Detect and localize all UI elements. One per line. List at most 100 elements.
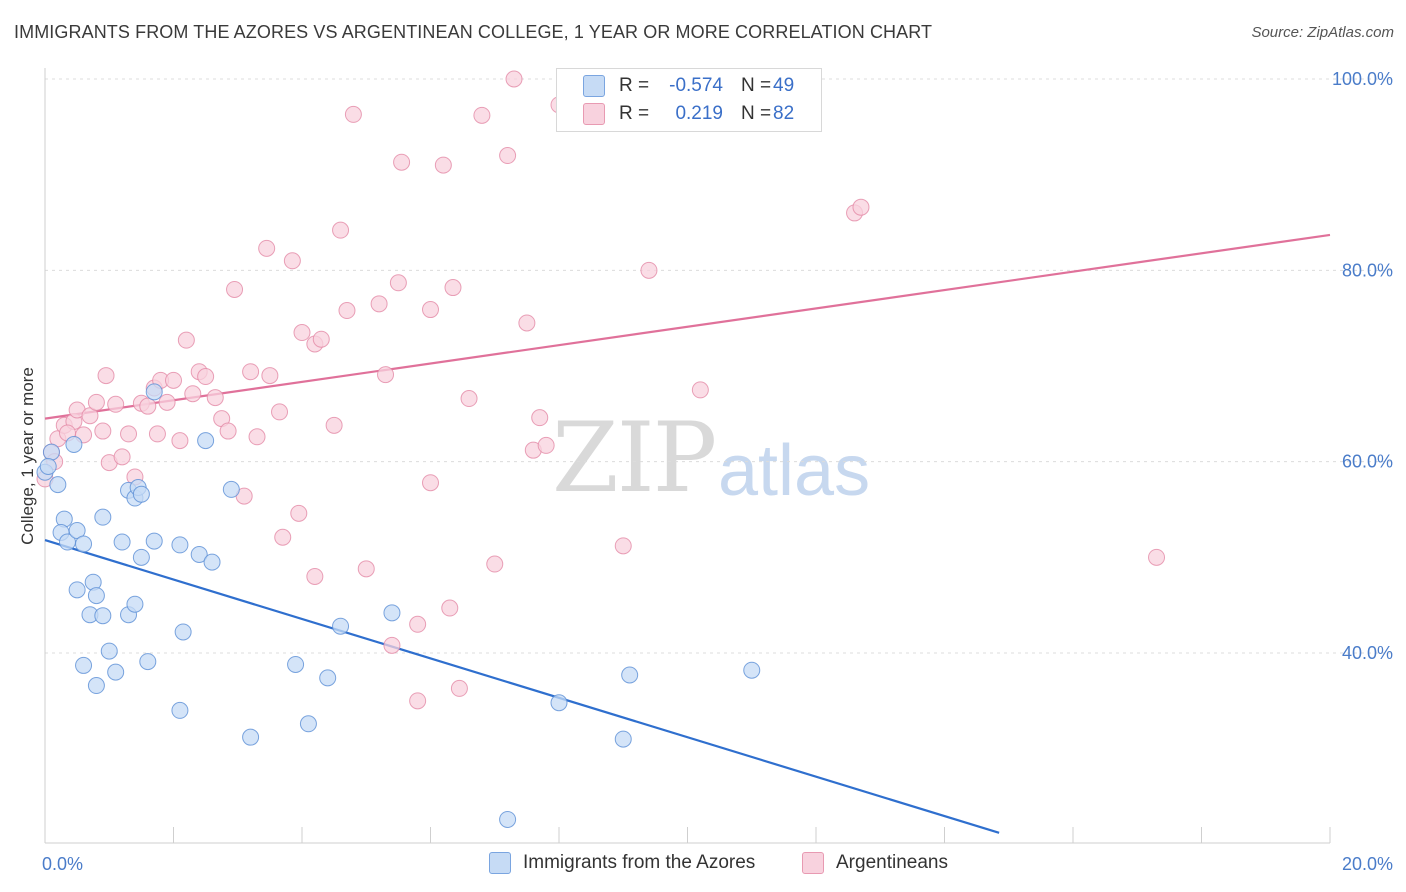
legend-swatch-azores [489, 852, 511, 874]
point-argentineans [206, 389, 224, 407]
point-argentineans [389, 274, 407, 292]
point-azores [621, 666, 639, 684]
legend-n-value: 49 [773, 75, 795, 96]
point-argentineans [94, 422, 112, 440]
point-azores [49, 476, 67, 494]
point-argentineans [338, 302, 356, 320]
point-argentineans [158, 393, 176, 411]
legend-r-label: R = [619, 75, 650, 96]
point-argentineans [325, 416, 343, 434]
point-argentineans [332, 221, 350, 239]
y-tick-label: 100.0% [1332, 69, 1393, 89]
point-argentineans [248, 428, 266, 446]
point-argentineans [691, 381, 709, 399]
point-azores [94, 607, 112, 625]
point-azores [299, 715, 317, 733]
point-argentineans [261, 367, 279, 385]
point-azores [65, 435, 83, 453]
point-argentineans [409, 692, 427, 710]
point-argentineans [499, 147, 517, 165]
point-argentineans [1148, 548, 1166, 566]
point-argentineans [293, 324, 311, 342]
source-label: Source: ZipAtlas.com [1251, 24, 1394, 41]
point-azores [68, 581, 86, 599]
point-azores [145, 383, 163, 401]
point-argentineans [518, 314, 536, 332]
data-points [36, 70, 1166, 828]
point-azores [39, 457, 57, 475]
point-azores [87, 587, 105, 605]
point-argentineans [450, 679, 468, 697]
point-argentineans [383, 636, 401, 654]
point-argentineans [139, 397, 157, 415]
point-azores [197, 432, 215, 450]
trend-lines [44, 233, 1331, 834]
point-argentineans [614, 537, 632, 555]
point-argentineans [274, 528, 292, 546]
point-argentineans [165, 371, 182, 389]
point-argentineans [409, 615, 427, 633]
point-argentineans [344, 105, 362, 123]
y-tick-label: 40.0% [1342, 643, 1393, 663]
point-argentineans [422, 301, 439, 319]
point-azores [75, 535, 93, 553]
axes [44, 68, 1331, 844]
point-azores [203, 553, 221, 571]
point-azores [94, 508, 112, 526]
legend-n-value: 82 [773, 103, 795, 124]
point-azores [743, 661, 761, 679]
point-azores [42, 443, 60, 461]
legend-n-label: N = [741, 75, 772, 96]
point-argentineans [197, 368, 215, 386]
point-argentineans [852, 198, 870, 216]
point-argentineans [171, 432, 189, 450]
x-tick-label: 20.0% [1342, 854, 1393, 874]
legend-item-azores[interactable]: Immigrants from the Azores [489, 852, 755, 874]
legend-label-argentineans: Argentineans [836, 852, 948, 873]
point-argentineans [113, 448, 131, 466]
chart-title: IMMIGRANTS FROM THE AZORES VS ARGENTINEA… [14, 22, 933, 42]
legend-swatch-azores [583, 75, 605, 97]
point-azores [132, 485, 150, 503]
point-argentineans [393, 153, 411, 171]
point-azores [107, 663, 125, 681]
point-argentineans [107, 395, 125, 413]
point-argentineans [312, 330, 330, 348]
legend-swatch-argentineans [802, 852, 824, 874]
point-argentineans [226, 280, 244, 298]
point-argentineans [505, 70, 523, 88]
point-azores [332, 617, 350, 635]
point-azores [145, 532, 163, 550]
trend-line-azores [44, 539, 1000, 834]
series-legend: Immigrants from the Azores Argentineans [0, 852, 1406, 878]
point-argentineans [370, 295, 388, 313]
watermark-zip: ZIP [552, 402, 717, 514]
legend-r-label: R = [619, 103, 650, 124]
point-argentineans [306, 567, 324, 585]
point-azores [87, 677, 105, 695]
point-argentineans [531, 409, 549, 427]
legend-r-value: -0.574 [669, 75, 723, 96]
point-argentineans [640, 261, 658, 279]
point-azores [174, 623, 192, 641]
point-azores [550, 694, 568, 712]
correlation-legend: R = -0.574 N = 49 R = 0.219 N = 82 [556, 68, 822, 132]
point-azores [383, 604, 401, 622]
point-argentineans [242, 363, 260, 381]
point-azores [242, 728, 260, 746]
point-azores [132, 548, 150, 566]
point-azores [222, 480, 240, 498]
legend-item-argentineans[interactable]: Argentineans [802, 852, 948, 874]
point-azores [287, 655, 305, 673]
legend-swatch-argentineans [583, 103, 605, 125]
point-argentineans [460, 390, 478, 408]
point-azores [75, 656, 93, 674]
trend-line-argentineans [44, 233, 1331, 420]
point-argentineans [537, 436, 555, 454]
point-azores [126, 595, 144, 613]
point-azores [171, 536, 189, 554]
tick-labels: 40.0% 60.0% 80.0% 100.0% 0.0% 20.0% [42, 69, 1393, 874]
point-argentineans [184, 385, 202, 403]
point-azores [190, 545, 208, 563]
